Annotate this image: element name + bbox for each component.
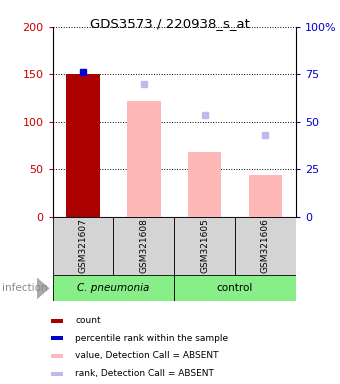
Bar [51,319,63,323]
Text: infection: infection [2,283,47,293]
Bar [53,275,174,301]
Text: GSM321608: GSM321608 [139,218,148,273]
Text: GSM321606: GSM321606 [261,218,270,273]
Text: rank, Detection Call = ABSENT: rank, Detection Call = ABSENT [75,369,214,378]
Text: C. pneumonia: C. pneumonia [77,283,150,293]
Bar [174,217,235,275]
Text: count: count [75,316,101,325]
Bar [51,372,63,376]
Text: GSM321607: GSM321607 [79,218,88,273]
Bar [249,175,282,217]
Text: GSM321605: GSM321605 [200,218,209,273]
Bar [51,354,63,358]
Bar [127,101,160,217]
Bar [51,336,63,341]
Bar [66,74,100,217]
Text: percentile rank within the sample: percentile rank within the sample [75,334,228,343]
Polygon shape [37,277,50,300]
Bar [235,217,296,275]
Bar [174,275,296,301]
Text: value, Detection Call = ABSENT: value, Detection Call = ABSENT [75,351,219,361]
Bar [53,217,114,275]
Bar [114,217,174,275]
Text: GDS3573 / 220938_s_at: GDS3573 / 220938_s_at [90,17,250,30]
Text: control: control [217,283,253,293]
Bar [188,152,221,217]
